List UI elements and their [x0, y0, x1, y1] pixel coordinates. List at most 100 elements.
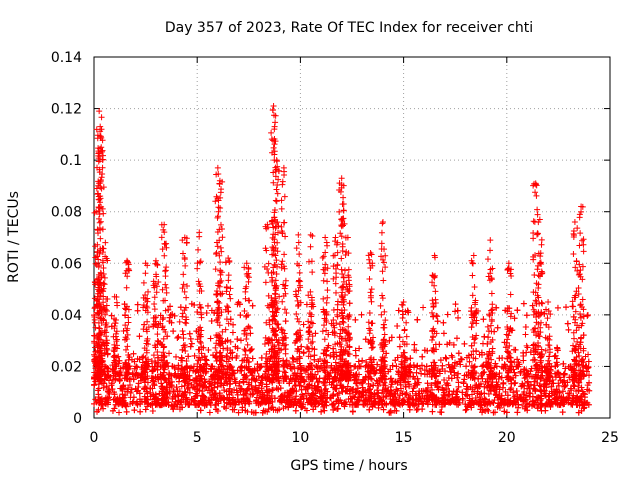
roti-point: [374, 387, 381, 394]
roti-point: [537, 386, 544, 393]
grid-lines: [94, 57, 610, 418]
roti-point: [358, 311, 365, 318]
roti-point: [406, 406, 413, 413]
roti-point: [298, 404, 305, 411]
roti-point: [444, 311, 451, 318]
roti-point: [229, 329, 236, 336]
roti-point: [455, 370, 462, 377]
roti-point: [419, 353, 426, 360]
roti-point: [134, 301, 141, 308]
roti-point: [455, 314, 462, 321]
roti-point: [394, 322, 401, 329]
roti-point: [352, 316, 359, 323]
roti-point: [448, 352, 455, 359]
roti-point: [247, 330, 254, 337]
roti-point: [136, 333, 143, 340]
roti-point: [490, 399, 497, 406]
roti-point: [207, 335, 214, 342]
roti-point: [142, 406, 149, 413]
roti-point: [396, 334, 403, 341]
roti-point: [511, 369, 518, 376]
roti-point: [176, 318, 183, 325]
roti-point: [453, 335, 460, 342]
roti-point: [411, 341, 418, 348]
roti-point: [584, 311, 591, 318]
roti-point: [204, 302, 211, 309]
roti-point: [91, 400, 98, 407]
roti-point: [500, 379, 507, 386]
roti-point: [420, 304, 427, 311]
roti-point: [103, 383, 110, 390]
roti-point: [359, 357, 366, 364]
roti-point: [137, 408, 144, 415]
roti-point: [134, 307, 141, 314]
roti-point: [109, 385, 116, 392]
roti-point: [186, 330, 193, 337]
roti-point: [300, 349, 307, 356]
roti-point: [552, 352, 559, 359]
roti-point: [480, 316, 487, 323]
roti-point: [468, 324, 475, 331]
roti-point: [584, 312, 591, 319]
roti-point: [523, 349, 530, 356]
roti-point: [123, 408, 130, 415]
roti-point: [177, 304, 184, 311]
roti-point: [577, 314, 584, 321]
roti-point: [513, 387, 520, 394]
roti-point: [511, 346, 518, 353]
roti-point: [499, 355, 506, 362]
roti-point: [203, 310, 210, 317]
roti-point: [565, 390, 572, 397]
roti-point: [149, 407, 156, 414]
roti-point: [555, 370, 562, 377]
roti-point: [490, 409, 497, 416]
roti-point: [311, 356, 318, 363]
roti-point: [178, 354, 185, 361]
roti-point: [175, 378, 182, 385]
roti-point: [292, 407, 299, 414]
plot-frame: [93, 56, 611, 419]
roti-point: [403, 333, 410, 340]
roti-point: [282, 318, 289, 325]
axis-ticks: [93, 56, 611, 419]
roti-point: [439, 362, 446, 369]
roti-point: [173, 353, 180, 360]
roti-point: [130, 350, 137, 357]
roti-point: [352, 352, 359, 359]
roti-point: [520, 352, 527, 359]
roti-point: [440, 319, 447, 326]
roti-point: [237, 337, 244, 344]
roti-point: [554, 304, 561, 311]
roti-point: [237, 312, 244, 319]
roti-point: [295, 302, 302, 309]
roti-point: [460, 380, 467, 387]
roti-point: [248, 346, 255, 353]
roti-point: [127, 389, 134, 396]
roti-point: [479, 340, 486, 347]
roti-point: [429, 408, 436, 415]
roti-point: [559, 409, 566, 416]
roti-point: [512, 379, 519, 386]
roti-point: [522, 331, 529, 338]
roti-point: [514, 409, 521, 416]
roti-point: [492, 360, 499, 367]
roti-point: [349, 408, 356, 415]
roti-point: [208, 317, 215, 324]
roti-point: [463, 363, 470, 370]
roti-point: [174, 335, 181, 342]
data-points: [91, 102, 593, 416]
roti-point: [452, 301, 459, 308]
roti-point: [455, 350, 462, 357]
roti-point: [230, 321, 237, 328]
roti-point: [522, 324, 529, 331]
roti-point: [346, 300, 353, 307]
roti-point: [170, 328, 177, 335]
roti-point: [188, 340, 195, 347]
roti-point: [206, 409, 213, 416]
roti-point: [485, 407, 492, 414]
roti-point: [116, 409, 123, 416]
roti-point: [178, 383, 185, 390]
roti-point: [461, 340, 468, 347]
roti-point: [187, 335, 194, 342]
roti-point: [575, 388, 582, 395]
